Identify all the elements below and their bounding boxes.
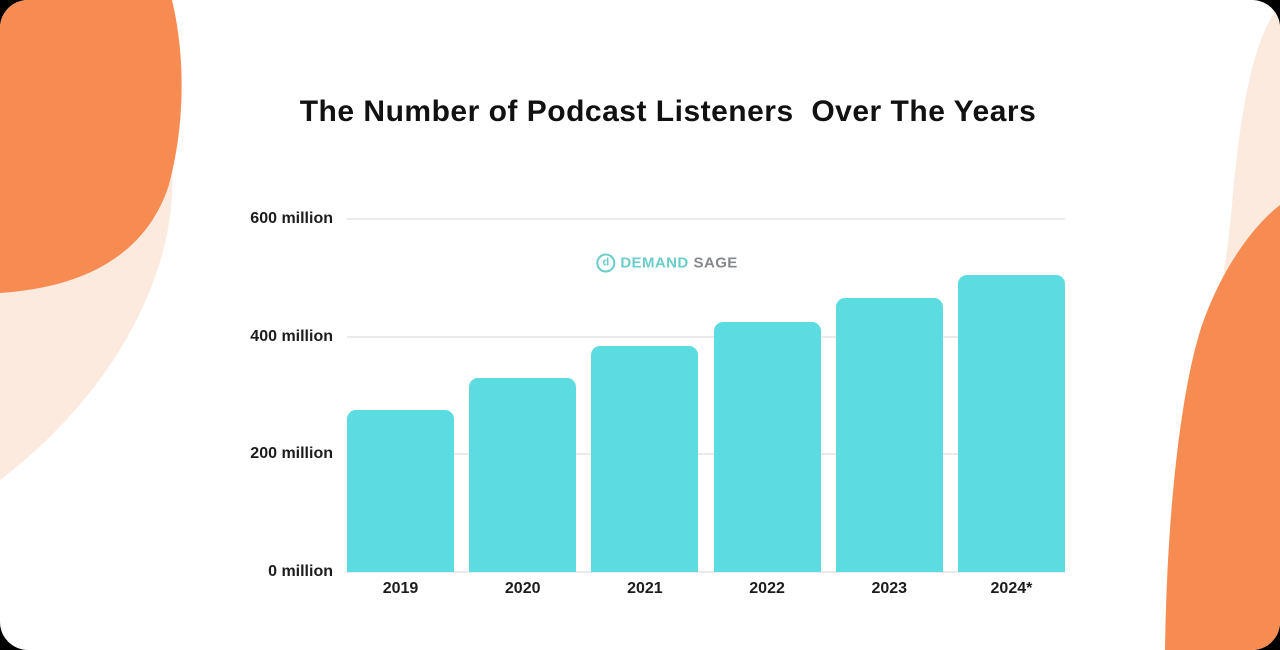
decor-blob-right-peach	[1219, 5, 1280, 315]
bars-layer	[347, 219, 1065, 572]
bar-2024-projected	[957, 274, 1065, 572]
demandsage-logo: d DEMAND SAGE	[596, 253, 738, 273]
bar-2022	[713, 321, 821, 572]
x-tick-label-2024-projected: 2024*	[990, 580, 1033, 597]
bar-2019	[347, 410, 454, 572]
gridline-0	[347, 571, 1065, 573]
x-tick-label-2022: 2022	[749, 580, 785, 597]
decor-blob-left-orange	[0, 0, 182, 293]
y-tick-label-200: 200 million	[250, 445, 333, 463]
bar-2020	[469, 377, 577, 572]
chart-title: The Number of Podcast Listeners Over The…	[299, 95, 1037, 128]
x-tick-label-2021: 2021	[627, 580, 663, 597]
x-tick-label-2019: 2019	[382, 580, 419, 597]
bar-2023	[835, 298, 943, 572]
decor-blob-right-orange	[1165, 205, 1280, 650]
gridlines-layer: 600 million 400 million 200 million 0 milli…	[250, 210, 1065, 580]
decor-blob-left-peach	[0, 73, 173, 481]
x-tick-label-2020: 2020	[504, 580, 541, 597]
bar-2021	[591, 345, 699, 572]
brand-demand: DEMAND	[620, 254, 689, 272]
demandsage-icon-letter: d	[602, 256, 610, 269]
x-axis-labels: 2019 2020 2021 2022 2023 2024*	[347, 580, 1065, 598]
plot-area: 600 million 400 million 200 million 0 milli…	[250, 210, 1065, 580]
y-tick-label-400: 400 million	[250, 327, 333, 345]
gridline-600	[347, 218, 1065, 220]
x-tick-label-2023: 2023	[871, 580, 908, 597]
gridline-200	[347, 453, 1065, 456]
y-tick-label-600: 600 million	[250, 210, 333, 227]
y-tick-label-0: 0 million	[268, 563, 333, 580]
brand-sage: SAGE	[693, 254, 738, 272]
gridline-400	[347, 335, 1065, 338]
demandsage-circle-icon: d	[596, 253, 616, 273]
